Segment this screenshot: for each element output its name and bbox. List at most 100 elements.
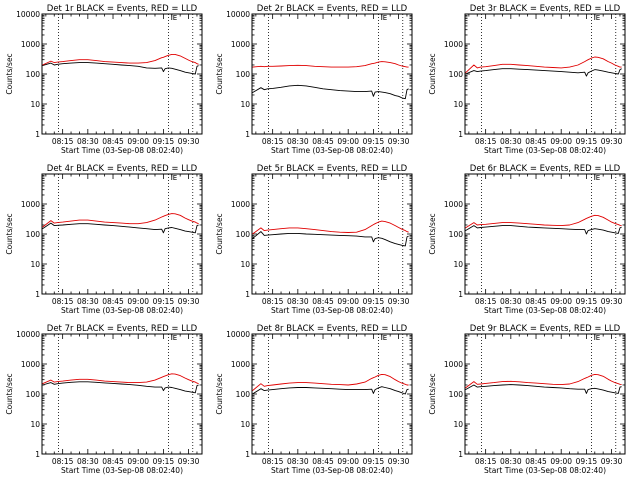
y-tick-label: 100 [26, 390, 41, 399]
x-tick-label: 08:30 [500, 457, 522, 466]
series-line-lld [465, 56, 622, 74]
panel-title: Det 3r BLACK = Events, RED = LLD [470, 4, 621, 14]
y-tick-label: 10000 [226, 330, 250, 339]
x-tick-label: 09:15 [363, 457, 385, 466]
flag-marker-label: E [173, 14, 177, 22]
x-axis-label: Start Time (03-Sep-08 08:02:40) [484, 466, 606, 475]
y-axis-label: Counts/sec [5, 373, 14, 414]
x-tick-label: 08:45 [102, 297, 124, 306]
x-tick-label: 08:15 [52, 137, 74, 146]
y-tick-label: 1 [35, 130, 40, 139]
x-tick-label: 08:30 [77, 457, 99, 466]
x-tick-label: 08:45 [102, 457, 124, 466]
x-tick-label: 09:00 [127, 137, 149, 146]
x-tick-label: 08:45 [312, 137, 334, 146]
x-axis-label: Start Time (03-Sep-08 08:02:40) [61, 466, 183, 475]
panel-det-8: Det 8r BLACK = Events, RED = LLD10000100… [215, 324, 413, 475]
series-line-lld [252, 373, 409, 391]
y-tick-label: 1000 [231, 360, 250, 369]
y-tick-label: 1000 [21, 40, 40, 49]
y-tick-label: 10 [240, 100, 250, 109]
series-line-lld [465, 373, 622, 389]
flag-marker-label: E [596, 174, 600, 182]
y-tick-label: 100 [449, 70, 464, 79]
x-tick-label: 09:30 [178, 457, 200, 466]
x-tick-label: 08:30 [287, 297, 309, 306]
x-axis-label: Start Time (03-Sep-08 08:02:40) [61, 306, 183, 315]
y-tick-label: 1000 [444, 360, 463, 369]
flag-marker-label: E [383, 14, 387, 22]
y-tick-label: 100 [449, 230, 464, 239]
x-tick-label: 08:15 [262, 137, 284, 146]
plot-frame [251, 333, 413, 455]
x-tick-label: 08:15 [475, 137, 497, 146]
y-axis-label: Counts/sec [215, 53, 224, 94]
panel-det-1: Det 1r BLACK = Events, RED = LLD10000100… [5, 4, 203, 155]
x-tick-label: 09:30 [388, 457, 410, 466]
panel-title: Det 7r BLACK = Events, RED = LLD [47, 324, 198, 334]
panel-det-9: Det 9r BLACK = Events, RED = LLD 1000 100 1… [428, 324, 626, 475]
plot-frame [464, 173, 626, 295]
plot-frame [251, 13, 413, 135]
x-tick-label: 08:45 [312, 297, 334, 306]
series-line-events [465, 225, 622, 235]
x-tick-label: 08:15 [52, 297, 74, 306]
x-tick-label: 09:15 [363, 297, 385, 306]
y-tick-label: 10 [453, 420, 463, 429]
plot-frame [464, 333, 626, 455]
panel-det-2: Det 2r BLACK = Events, RED = LLD10000100… [215, 4, 413, 155]
y-tick-label: 100 [236, 230, 251, 239]
y-axis-label: Counts/sec [5, 53, 14, 94]
x-tick-label: 09:00 [127, 297, 149, 306]
panel-det-3: Det 3r BLACK = Events, RED = LLD 1000 100 1… [428, 4, 626, 155]
x-tick-label: 08:30 [500, 137, 522, 146]
y-tick-label: 10 [453, 100, 463, 109]
plot-frame [464, 13, 626, 135]
panel-det-6: Det 6r BLACK = Events, RED = LLD 1000 100 1… [428, 164, 626, 315]
plot-frame [41, 13, 203, 135]
flag-marker-label: E [173, 334, 177, 342]
x-axis-label: Start Time (03-Sep-08 08:02:40) [484, 306, 606, 315]
x-tick-label: 09:00 [550, 457, 572, 466]
y-tick-label: 10 [30, 260, 40, 269]
panel-title: Det 2r BLACK = Events, RED = LLD [257, 4, 408, 14]
panel-det-5: Det 5r BLACK = Events, RED = LLD 1000 100 1… [215, 164, 413, 315]
x-tick-label: 08:15 [262, 457, 284, 466]
flag-marker-label: E [596, 14, 600, 22]
x-tick-label: 09:30 [601, 297, 623, 306]
y-axis-label: Counts/sec [428, 373, 437, 414]
y-tick-label: 10000 [16, 330, 40, 339]
flag-marker-label: E [383, 334, 387, 342]
x-tick-label: 08:45 [312, 457, 334, 466]
series-line-events [465, 384, 622, 394]
series-line-events [42, 381, 199, 394]
series-line-events [252, 84, 409, 100]
y-axis-label: Counts/sec [428, 53, 437, 94]
series-line-lld [42, 213, 199, 228]
x-tick-label: 08:45 [102, 137, 124, 146]
series-line-events [42, 222, 199, 234]
x-tick-label: 09:15 [153, 297, 175, 306]
y-tick-label: 1 [245, 130, 250, 139]
panel-title: Det 6r BLACK = Events, RED = LLD [470, 164, 621, 174]
panel-title: Det 5r BLACK = Events, RED = LLD [257, 164, 408, 174]
x-tick-label: 09:30 [178, 137, 200, 146]
y-tick-label: 1000 [231, 200, 250, 209]
y-axis-label: Counts/sec [215, 373, 224, 414]
y-axis-label: Counts/sec [215, 213, 224, 254]
y-tick-label: 1000 [444, 40, 463, 49]
x-tick-label: 08:15 [262, 297, 284, 306]
panel-title: Det 8r BLACK = Events, RED = LLD [257, 324, 408, 334]
x-tick-label: 08:30 [77, 297, 99, 306]
y-tick-label: 1 [245, 450, 250, 459]
x-tick-label: 09:00 [337, 137, 359, 146]
y-tick-label: 10000 [16, 10, 40, 19]
y-tick-label: 10 [30, 420, 40, 429]
x-axis-label: Start Time (03-Sep-08 08:02:40) [271, 466, 393, 475]
y-tick-label: 10 [240, 420, 250, 429]
flag-marker-label: E [383, 174, 387, 182]
y-tick-label: 100 [449, 390, 464, 399]
panel-title: Det 9r BLACK = Events, RED = LLD [470, 324, 621, 334]
y-tick-label: 100 [236, 70, 251, 79]
